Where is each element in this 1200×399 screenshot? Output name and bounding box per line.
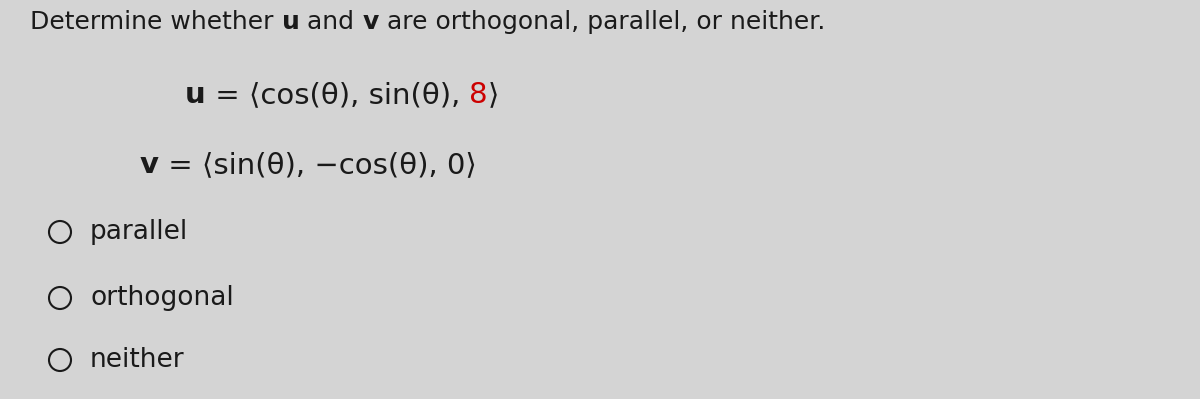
Text: and: and <box>299 10 362 34</box>
Text: = ⟨sin(θ), −cos(θ), 0⟩: = ⟨sin(θ), −cos(θ), 0⟩ <box>158 151 476 179</box>
Text: are orthogonal, parallel, or neither.: are orthogonal, parallel, or neither. <box>379 10 826 34</box>
Text: = ⟨cos(θ), sin(θ),: = ⟨cos(θ), sin(θ), <box>205 81 469 109</box>
Text: neither: neither <box>90 347 185 373</box>
Text: u: u <box>282 10 299 34</box>
Text: u: u <box>185 81 205 109</box>
Text: v: v <box>362 10 379 34</box>
Text: parallel: parallel <box>90 219 188 245</box>
Text: Determine whether: Determine whether <box>30 10 282 34</box>
Text: v: v <box>140 151 158 179</box>
Text: orthogonal: orthogonal <box>90 285 234 311</box>
Text: 8: 8 <box>469 81 488 109</box>
Text: ⟩: ⟩ <box>488 81 499 109</box>
